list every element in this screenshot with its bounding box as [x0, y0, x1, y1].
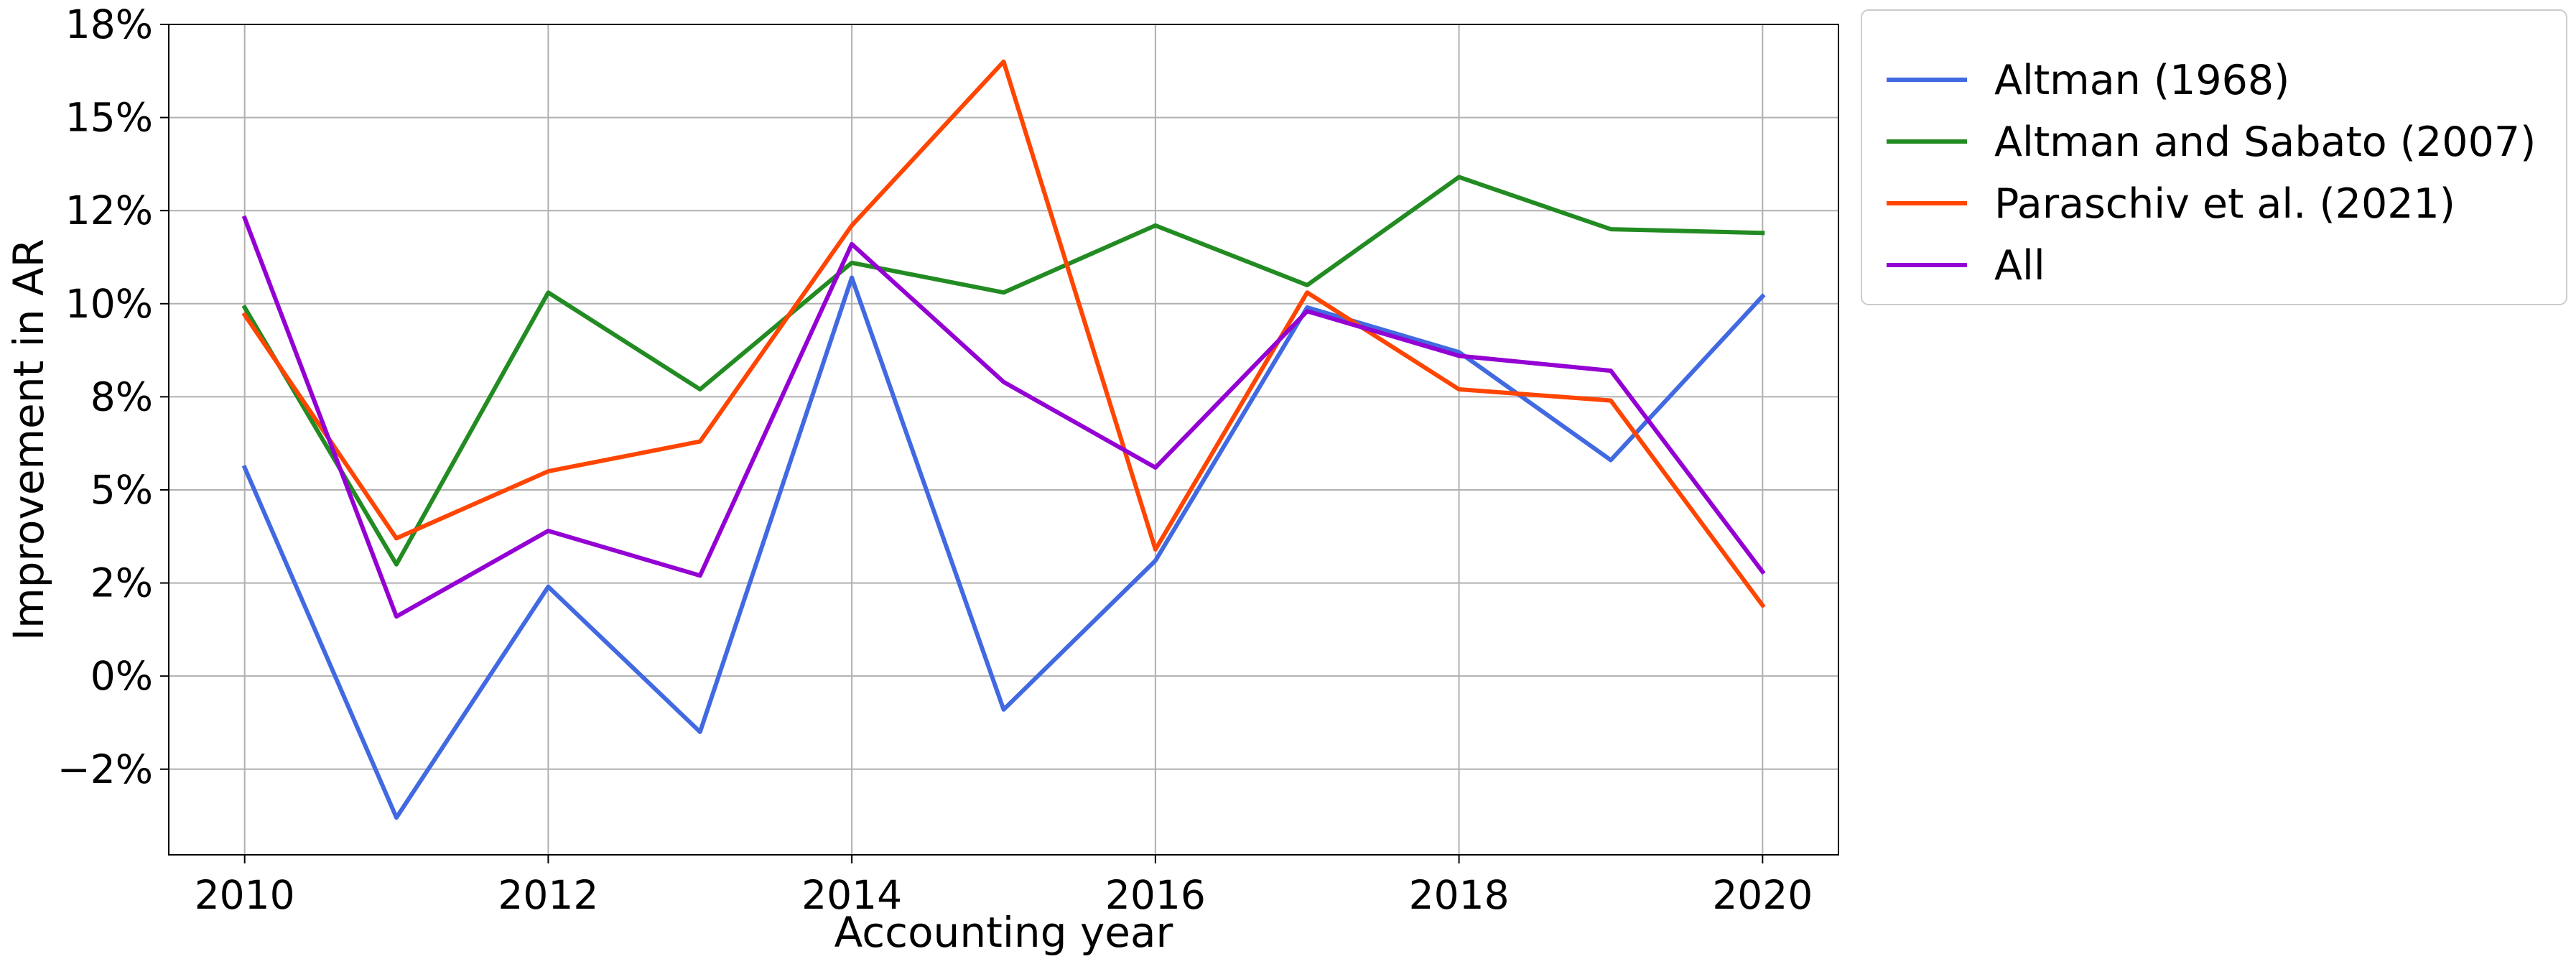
legend: Altman (1968) Altman and Sabato (2007) Par…: [1861, 9, 2567, 305]
series-line-1: [241, 275, 1766, 820]
series-line-3: [241, 59, 1766, 608]
legend-label-1: Altman (1968): [1994, 57, 2289, 104]
y-axis-ticks: −2% 0% 2% 5% 8% 10% 12% 15% 18%: [57, 1, 169, 792]
y-tick-label: 10%: [65, 281, 153, 327]
y-tick-label: −2%: [57, 746, 153, 792]
series-line-4: [241, 215, 1766, 619]
legend-label-3: Paraschiv et al. (2021): [1994, 180, 2455, 228]
plot-frame: [168, 24, 1839, 856]
series-lines: [241, 59, 1766, 820]
y-tick-label: 2%: [90, 560, 153, 606]
series-line-2: [241, 175, 1765, 567]
legend-box: [1861, 9, 2567, 305]
x-tick-label: 2020: [1712, 872, 1813, 918]
y-tick-label: 15%: [65, 95, 153, 141]
y-axis-title: Improvement in AR: [4, 238, 53, 641]
x-tick-label: 2010: [195, 872, 295, 918]
x-axis-ticks: 2010 2012 2014 2016 2018 2020: [195, 855, 1813, 918]
grid-lines: [169, 24, 1838, 855]
x-axis-title: Accounting year: [834, 908, 1173, 957]
y-tick-label: 0%: [90, 653, 153, 699]
legend-items: Altman (1968) Altman and Sabato (2007) Par…: [1887, 57, 2536, 289]
x-tick-label: 2016: [1105, 872, 1206, 918]
x-tick-label: 2018: [1409, 872, 1510, 918]
x-tick-label: 2012: [498, 872, 598, 918]
y-tick-label: 8%: [90, 374, 153, 420]
y-tick-label: 18%: [65, 1, 153, 47]
y-tick-label: 12%: [65, 187, 153, 233]
x-tick-label: 2014: [801, 872, 902, 918]
legend-label-2: Altman and Sabato (2007): [1994, 119, 2536, 166]
legend-label-4: All: [1994, 242, 2045, 289]
y-tick-label: 5%: [90, 467, 153, 513]
